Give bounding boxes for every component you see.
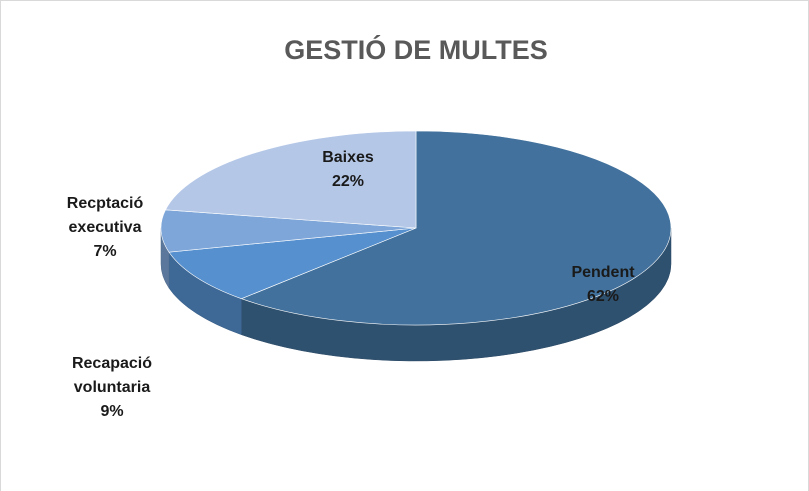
data-label-value: 22%	[331, 173, 365, 190]
data-label: Baixes 22%	[308, 146, 388, 194]
data-label-value: 9%	[100, 403, 124, 420]
pie-slice	[240, 130, 672, 326]
data-label: Recapació voluntaria 9%	[57, 352, 167, 424]
data-label-name: Baixes	[322, 149, 374, 166]
pie-slice	[165, 130, 417, 229]
data-label-name: Recapació voluntaria	[71, 355, 153, 396]
data-label-name: Pendent	[571, 264, 635, 281]
pie-slice	[168, 227, 417, 300]
data-label: Pendent 62%	[558, 261, 648, 309]
chart-title: GESTIÓ DE MULTES	[284, 34, 548, 65]
data-label-value: 7%	[93, 243, 117, 260]
data-label-name: Recptació executiva	[66, 195, 144, 236]
pie-slice	[160, 209, 417, 253]
data-label-value: 62%	[586, 288, 620, 305]
data-label: Recptació executiva 7%	[50, 192, 160, 264]
